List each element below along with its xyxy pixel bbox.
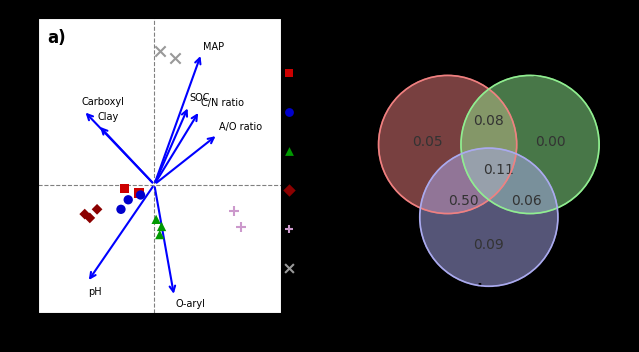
Text: A/O ratio: A/O ratio	[219, 122, 262, 132]
Text: YS: YS	[299, 263, 313, 273]
Text: a): a)	[47, 30, 65, 48]
Point	[135, 192, 146, 198]
Circle shape	[461, 75, 599, 214]
Point	[170, 55, 180, 61]
X-axis label: PC1 (62.0%): PC1 (62.0%)	[121, 339, 199, 352]
Text: 0.09: 0.09	[473, 238, 504, 252]
Point	[119, 186, 130, 191]
Point	[155, 232, 165, 237]
Text: 0.06: 0.06	[511, 194, 542, 208]
Point	[157, 224, 167, 229]
Point	[80, 211, 90, 217]
Text: Clay: Clay	[97, 112, 118, 121]
Point	[116, 207, 126, 212]
Point	[134, 190, 144, 196]
Point	[123, 197, 134, 203]
Text: Climate: Climate	[529, 65, 594, 80]
Text: HZY: HZY	[299, 185, 322, 195]
Point	[229, 208, 239, 214]
Text: PG: PG	[299, 68, 314, 78]
Text: 0.05: 0.05	[412, 135, 442, 149]
Point	[284, 70, 294, 76]
Point	[151, 216, 161, 222]
Circle shape	[420, 148, 558, 286]
Text: Carboxyl: Carboxyl	[82, 97, 125, 107]
Point	[92, 207, 102, 212]
Text: XY: XY	[299, 224, 313, 234]
Text: Soil: Soil	[400, 65, 432, 80]
Circle shape	[378, 75, 517, 214]
Text: SOC: SOC	[190, 93, 210, 103]
Point	[284, 187, 294, 193]
Text: BA: BA	[299, 146, 314, 156]
Text: pH: pH	[88, 287, 102, 297]
Text: O-aryl: O-aryl	[175, 299, 205, 309]
Text: HYS: HYS	[299, 107, 321, 117]
Point	[284, 109, 294, 115]
Text: 0.11: 0.11	[483, 163, 514, 177]
Point	[236, 225, 247, 230]
Text: MAP: MAP	[203, 42, 224, 52]
Point	[284, 226, 294, 232]
Text: C/N ratio: C/N ratio	[201, 98, 243, 108]
Point	[155, 48, 165, 54]
Point	[284, 265, 294, 271]
Point	[284, 148, 294, 154]
Text: SOM chemistry: SOM chemistry	[424, 283, 553, 298]
Text: 0.50: 0.50	[448, 194, 479, 208]
Text: 0.00: 0.00	[535, 135, 566, 149]
Point	[85, 215, 95, 221]
Text: 0.08: 0.08	[473, 114, 504, 128]
Text: Site: Site	[284, 36, 309, 49]
